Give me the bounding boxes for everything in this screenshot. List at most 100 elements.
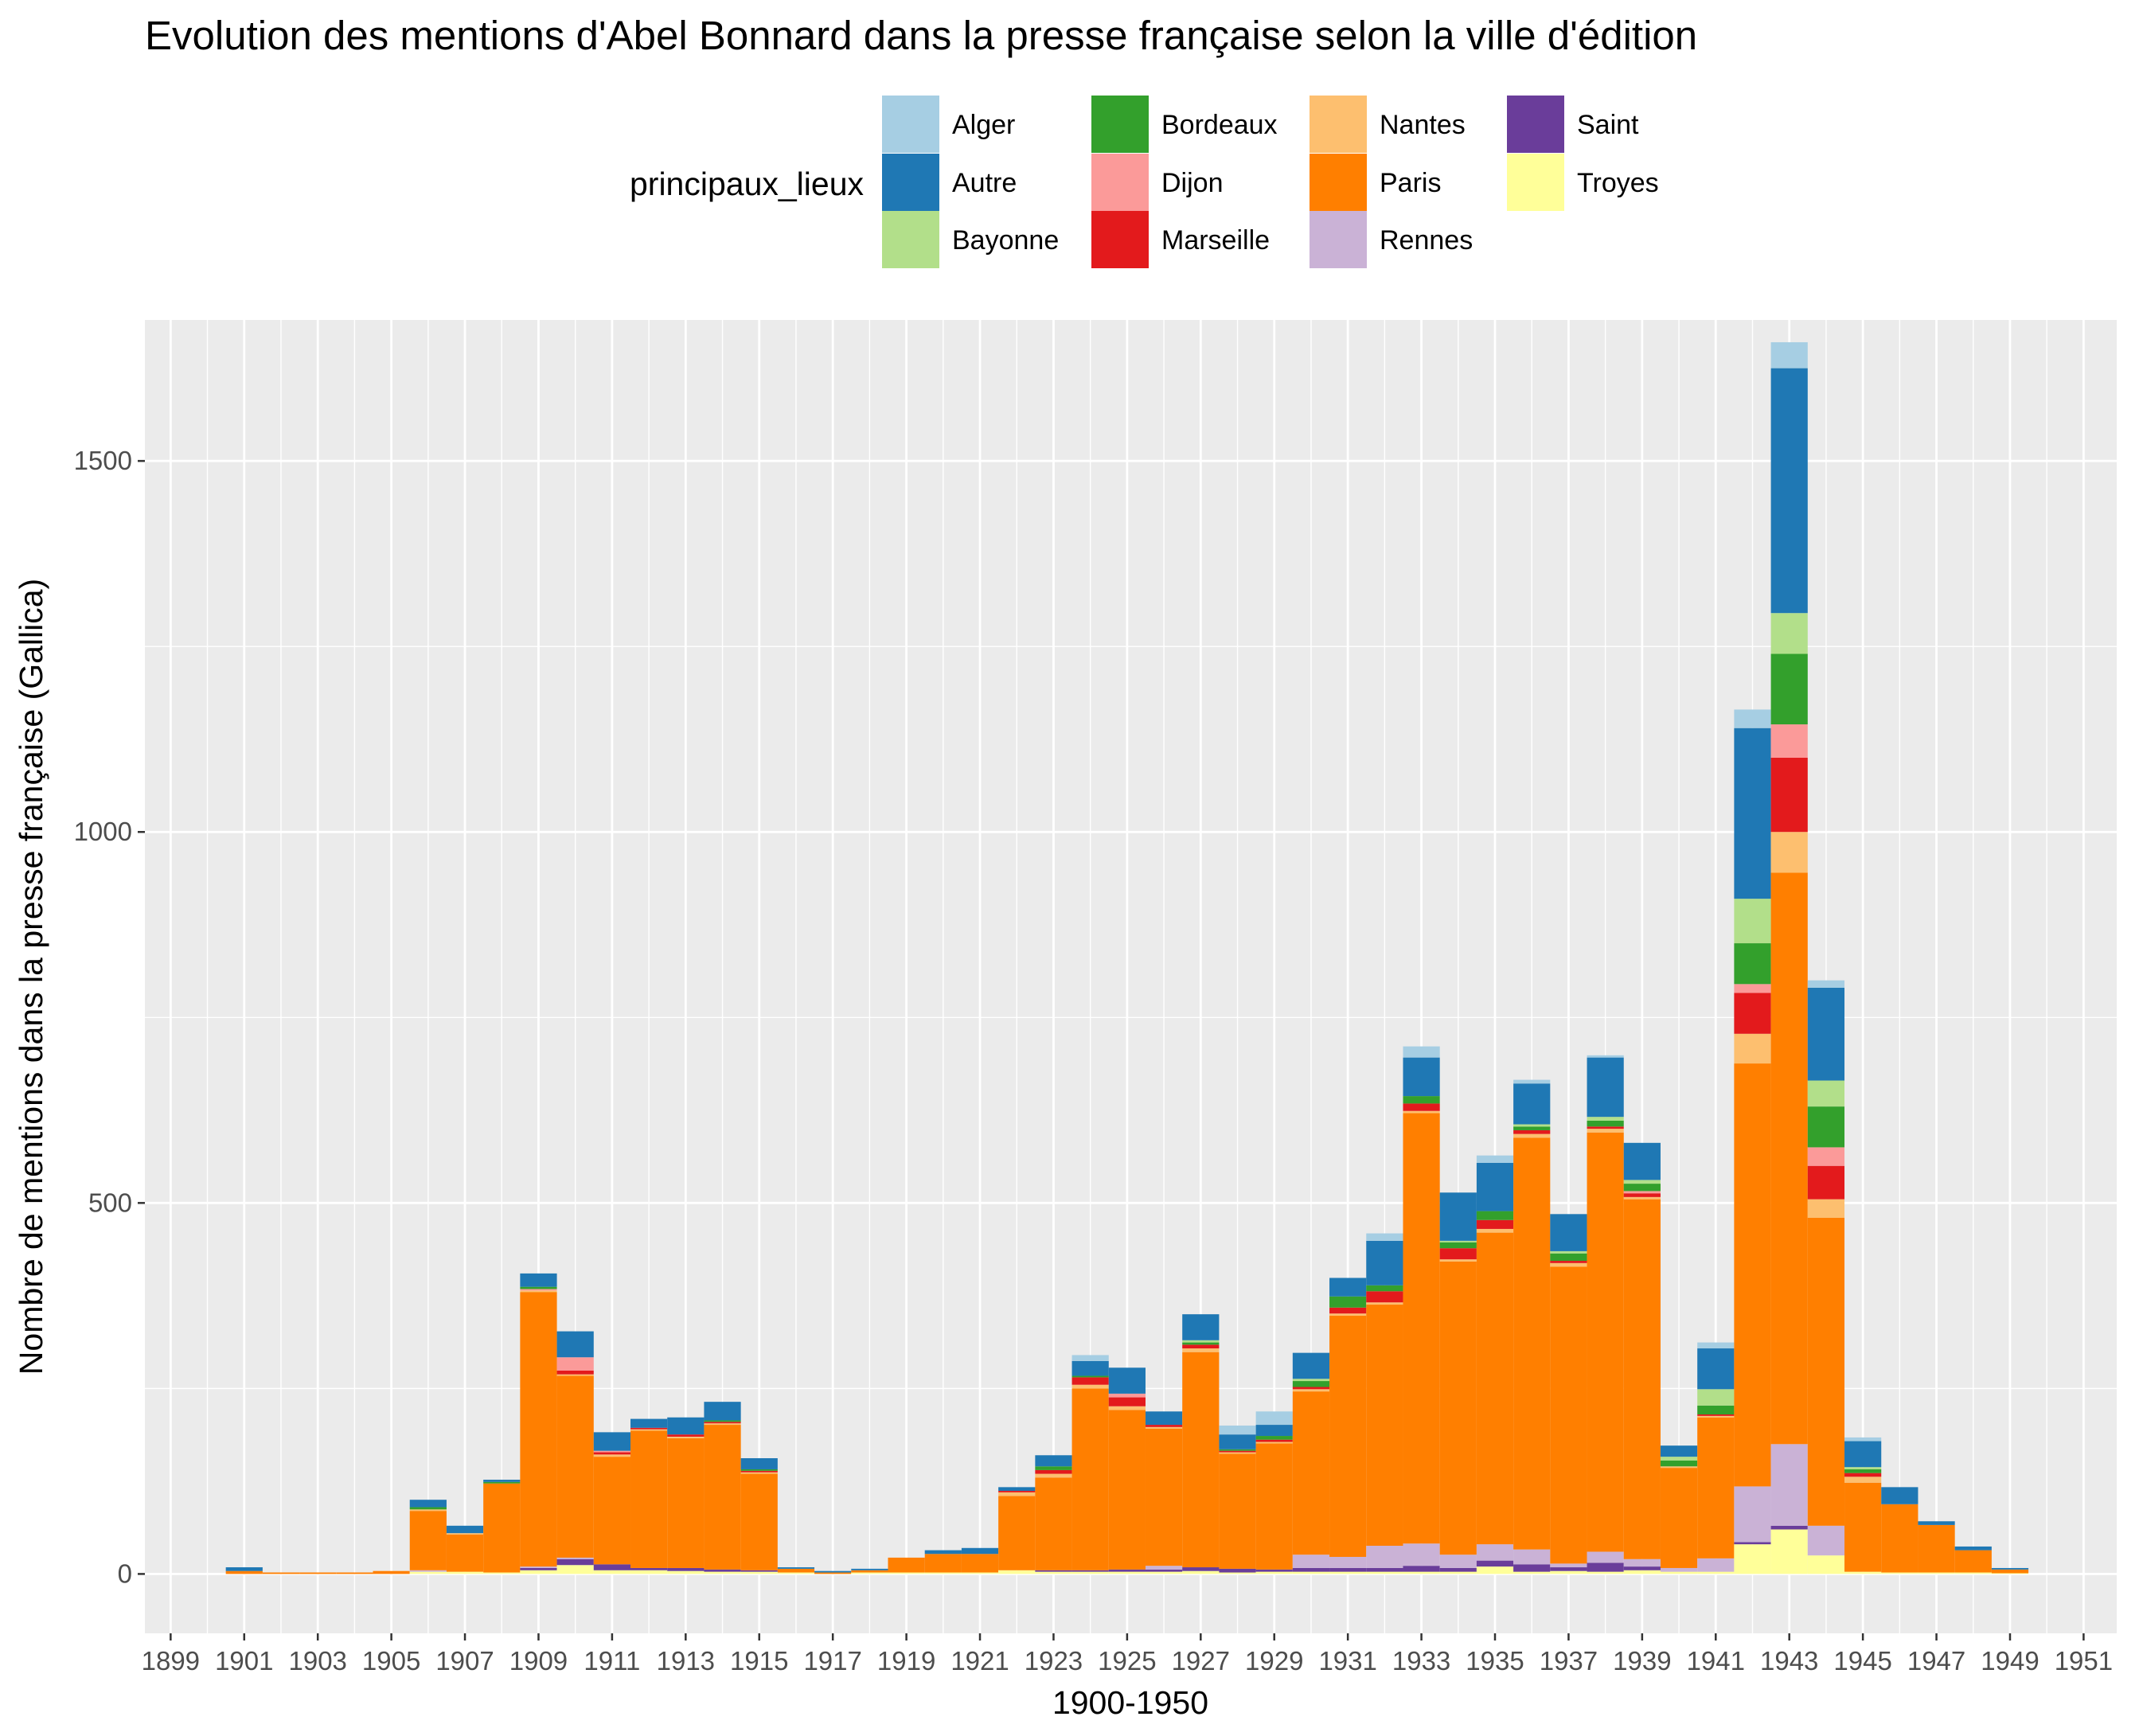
bar-segment-1907-autre: [447, 1526, 483, 1533]
bar-segment-1939-autre: [1624, 1143, 1661, 1180]
bar-segment-1936-marseille: [1513, 1130, 1550, 1134]
bar-segment-1934-bordeaux: [1440, 1243, 1477, 1248]
bar-segment-1915-marseille: [741, 1471, 778, 1473]
bar-segment-1944-bordeaux: [1808, 1106, 1844, 1147]
bar-segment-1946-troyes: [1881, 1573, 1918, 1574]
bar-segment-1949-paris: [1992, 1570, 2028, 1574]
bar-segment-1945-nantes: [1844, 1477, 1881, 1482]
bar-segment-1928-alger: [1219, 1426, 1255, 1434]
bar-segment-1901-paris: [226, 1571, 263, 1574]
bar-segment-1929-saint: [1256, 1570, 1293, 1572]
bar-segment-1930-troyes: [1293, 1572, 1329, 1574]
bar-segment-1936-rennes: [1513, 1550, 1550, 1565]
bar-segment-1945-bordeaux: [1844, 1469, 1881, 1473]
bar-segment-1927-troyes: [1182, 1571, 1219, 1574]
bar-segment-1928-autre: [1219, 1434, 1255, 1449]
bar-segment-1938-alger: [1587, 1055, 1624, 1058]
bar-segment-1944-bayonne: [1808, 1081, 1844, 1107]
bar-segment-1928-marseille: [1219, 1451, 1255, 1453]
x-tick-label: 1947: [1907, 1646, 1965, 1676]
bar-segment-1917-autre: [814, 1571, 851, 1573]
bar-segment-1910-paris: [557, 1376, 594, 1558]
bar-segment-1924-nantes: [1072, 1385, 1109, 1389]
bar-segment-1906-paris: [410, 1511, 447, 1570]
bar-segment-1931-rennes: [1329, 1557, 1366, 1568]
bar-segment-1926-nantes: [1146, 1427, 1182, 1429]
bar-segment-1932-paris: [1366, 1305, 1403, 1546]
bar-segment-1940-bayonne: [1661, 1457, 1697, 1461]
bar-segment-1925-saint: [1109, 1570, 1146, 1572]
bar-segment-1933-rennes: [1403, 1543, 1439, 1566]
bar-segment-1909-troyes: [520, 1570, 556, 1574]
bar-segment-1936-alger: [1513, 1080, 1550, 1084]
bar-segment-1932-marseille: [1366, 1291, 1403, 1302]
bar-segment-1922-autre: [998, 1487, 1035, 1491]
x-tick-label: 1911: [584, 1646, 640, 1676]
bar-segment-1938-nantes: [1587, 1129, 1624, 1133]
bar-segment-1942-marseille: [1734, 993, 1770, 1034]
bar-segment-1939-bordeaux: [1624, 1184, 1661, 1191]
bar-segment-1942-bordeaux: [1734, 943, 1770, 984]
bar-segment-1906-bordeaux: [410, 1508, 447, 1510]
bar-segment-1922-marseille: [998, 1491, 1035, 1492]
y-tick-label: 1500: [74, 446, 132, 475]
bar-segment-1938-saint: [1587, 1562, 1624, 1571]
bar-segment-1935-nantes: [1477, 1229, 1513, 1233]
x-tick-label: 1935: [1466, 1646, 1524, 1676]
bar-segment-1911-saint: [594, 1564, 630, 1570]
bar-segment-1907-troyes: [447, 1572, 483, 1574]
bar-segment-1932-alger: [1366, 1234, 1403, 1241]
bar-segment-1937-troyes: [1550, 1571, 1587, 1574]
bar-segment-1937-nantes: [1550, 1263, 1587, 1267]
legend-title: principaux_lieux: [630, 166, 865, 202]
bar-segment-1931-autre: [1329, 1278, 1366, 1296]
x-tick-label: 1915: [730, 1646, 788, 1676]
bar-segment-1921-troyes: [962, 1573, 998, 1574]
bar-segment-1929-paris: [1256, 1443, 1293, 1569]
legend-key: [1310, 211, 1367, 268]
x-tick-label: 1931: [1318, 1646, 1376, 1676]
bar-segment-1935-rennes: [1477, 1544, 1513, 1561]
bar-segment-1914-autre: [704, 1402, 740, 1420]
legend-label: Alger: [952, 110, 1015, 140]
bar-segment-1913-saint: [667, 1568, 704, 1571]
bar-segment-1906-troyes: [410, 1572, 447, 1574]
bar-segment-1913-marseille: [667, 1434, 704, 1437]
bar-segment-1940-bordeaux: [1661, 1461, 1697, 1466]
bar-segment-1936-bayonne: [1513, 1125, 1550, 1127]
bar-segment-1930-bayonne: [1293, 1379, 1329, 1381]
bar-segment-1939-marseille: [1624, 1193, 1661, 1197]
bar-segment-1934-marseille: [1440, 1248, 1477, 1259]
bar-segment-1914-paris: [704, 1425, 740, 1570]
bar-segment-1928-saint: [1219, 1569, 1255, 1573]
bar-segment-1934-paris: [1440, 1262, 1477, 1555]
legend-key: [1507, 96, 1564, 153]
bar-segment-1939-nantes: [1624, 1197, 1661, 1200]
bar-segment-1925-nantes: [1109, 1406, 1146, 1410]
bar-segment-1911-marseille: [594, 1453, 630, 1455]
bar-segment-1908-bordeaux: [483, 1482, 520, 1484]
bar-segment-1936-troyes: [1513, 1572, 1550, 1574]
bar-segment-1933-bordeaux: [1403, 1096, 1439, 1103]
bar-segment-1929-alger: [1256, 1411, 1293, 1425]
bar-segment-1930-nantes: [1293, 1389, 1329, 1391]
bar-segment-1934-nantes: [1440, 1259, 1477, 1262]
bar-segment-1945-bayonne: [1844, 1467, 1881, 1469]
bar-segment-1944-paris: [1808, 1218, 1844, 1526]
bar-segment-1915-troyes: [741, 1572, 778, 1574]
bar-segment-1912-paris: [630, 1431, 667, 1568]
x-tick-label: 1943: [1760, 1646, 1818, 1676]
x-tick-label: 1949: [1981, 1646, 2039, 1676]
bar-segment-1923-paris: [1035, 1477, 1071, 1570]
bar-segment-1931-saint: [1329, 1568, 1366, 1572]
bar-segment-1938-autre: [1587, 1058, 1624, 1118]
bar-segment-1910-marseille: [557, 1371, 594, 1375]
bar-segment-1943-nantes: [1771, 832, 1808, 872]
bar-segment-1903-paris: [299, 1573, 336, 1574]
bar-segment-1931-troyes: [1329, 1572, 1366, 1574]
legend-label: Rennes: [1380, 225, 1473, 256]
legend-label: Bordeaux: [1161, 110, 1278, 140]
bar-segment-1935-autre: [1477, 1163, 1513, 1211]
bar-segment-1942-dijon: [1734, 984, 1770, 993]
bar-segment-1930-paris: [1293, 1391, 1329, 1555]
